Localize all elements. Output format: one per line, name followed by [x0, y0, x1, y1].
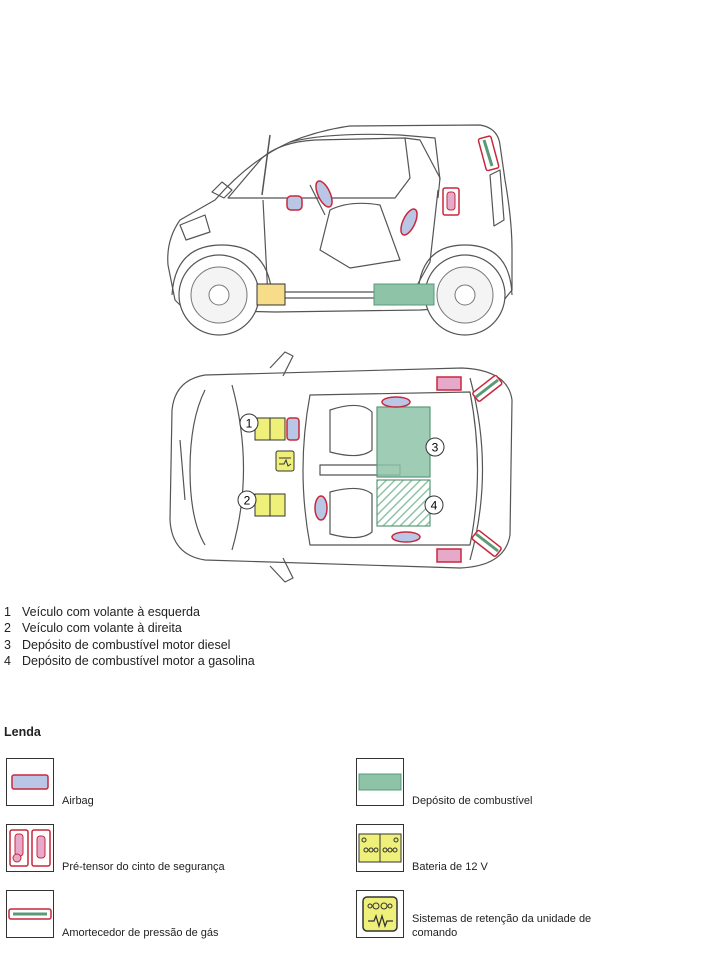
legend-label-gas-damper: Amortecedor de pressão de gás	[62, 927, 219, 939]
legend-item-airbag: Airbag	[6, 758, 242, 807]
list-item: 1 Veículo com volante à esquerda	[4, 604, 255, 620]
list-number: 3	[4, 637, 11, 652]
callout-2-label: 2	[244, 494, 251, 508]
legend-label-pretensioner: Pré-tensor do cinto de segurança	[62, 861, 225, 873]
list-number: 2	[4, 621, 11, 636]
legend-item-battery: Bateria de 12 V	[356, 824, 592, 873]
top-fuel-tank-diesel	[376, 406, 431, 478]
rear-light	[489, 169, 505, 227]
top-mirror-top	[269, 351, 294, 377]
mirror	[211, 181, 233, 199]
car-body-outline	[167, 124, 513, 313]
side-view-diagram	[167, 124, 513, 336]
top-fuel-tank-petrol	[376, 479, 431, 527]
callout-3-label: 3	[432, 441, 439, 455]
side-pretensioner	[442, 187, 460, 216]
top-roof	[302, 391, 479, 546]
top-mirror-bottom	[269, 557, 294, 583]
top-airbag-side-top	[381, 396, 411, 408]
legend-item-fuel-tank: Depósito de combustível	[356, 758, 592, 807]
top-hood	[189, 389, 206, 546]
front-arch	[171, 244, 273, 296]
callout-2: 2	[237, 490, 257, 510]
pretensioner-icon	[6, 824, 54, 872]
steering-wheel	[309, 184, 326, 216]
rear-wheel	[424, 254, 506, 336]
legend-label-fuel-tank: Depósito de combustível	[412, 795, 533, 807]
list-number: 4	[4, 653, 11, 668]
legend-title: Lenda	[4, 725, 41, 739]
callout-4-label: 4	[431, 499, 438, 513]
legend-label-restraint-unit: Sistemas de retenção da unidade de coman…	[412, 913, 592, 939]
legend-label-airbag: Airbag	[62, 795, 94, 807]
top-grille	[179, 439, 186, 501]
headlight	[179, 214, 211, 241]
list-item: 4 Depósito de combustível motor a gasolin…	[4, 653, 255, 669]
antenna	[261, 134, 271, 196]
side-fuel-tank	[373, 283, 435, 306]
callout-1-label: 1	[246, 417, 253, 431]
top-battery-2	[254, 493, 286, 517]
list-item: 2 Veículo com volante à direita	[4, 620, 255, 636]
legend-item-restraint-unit: Sistemas de retenção da unidade de coman…	[356, 890, 592, 939]
window-outline	[227, 137, 411, 199]
list-text: Depósito de combustível motor diesel	[22, 637, 231, 652]
list-item: 3 Depósito de combustível motor diesel	[4, 637, 255, 653]
top-airbag-steering	[314, 495, 328, 521]
b-pillar	[404, 137, 441, 199]
top-view-diagram: 1 2 3 4	[169, 351, 513, 583]
top-airbag-dash	[286, 417, 300, 441]
roof-line	[289, 133, 441, 181]
top-airbag-side-bottom	[391, 531, 421, 543]
top-body-outline	[169, 367, 513, 569]
top-seat-right	[329, 487, 373, 539]
legend-item-pretensioner: Pré-tensor do cinto de segurança	[6, 824, 242, 873]
top-windshield	[231, 384, 245, 551]
side-airbag-dash	[286, 195, 303, 211]
airbag-icon	[6, 758, 54, 806]
restraint-unit-icon	[356, 890, 404, 938]
numbered-list: 1 Veículo com volante à esquerda 2 Veículo…	[4, 604, 255, 669]
side-gas-damper	[477, 135, 500, 172]
gas-damper-icon	[6, 890, 54, 938]
top-pretensioner-top	[436, 376, 462, 391]
top-battery-1	[254, 417, 286, 441]
top-seat-left	[329, 404, 373, 457]
callout-1: 1	[239, 413, 259, 433]
seat-outline	[319, 202, 401, 269]
list-text: Veículo com volante à esquerda	[22, 605, 200, 619]
legend-item-gas-damper: Amortecedor de pressão de gás	[6, 890, 242, 939]
rear-arch	[417, 244, 513, 296]
callout-4: 4	[424, 495, 444, 515]
side-battery	[256, 283, 286, 306]
fuel-tank-icon	[356, 758, 404, 806]
side-airbag-seat	[400, 208, 418, 236]
top-gas-damper-top	[472, 374, 503, 402]
callout-3: 3	[425, 437, 445, 457]
list-text: Depósito de combustível motor a gasolina	[22, 653, 255, 668]
front-wheel	[178, 254, 260, 336]
side-airbag-steering	[315, 180, 333, 208]
battery-icon	[356, 824, 404, 872]
list-number: 1	[4, 605, 11, 619]
legend-label-battery: Bateria de 12 V	[412, 861, 488, 873]
top-gas-damper-bottom	[471, 529, 502, 557]
list-text: Veículo com volante à direita	[22, 621, 182, 636]
top-pretensioner-bottom	[436, 548, 462, 563]
top-restraint-unit	[275, 450, 295, 472]
